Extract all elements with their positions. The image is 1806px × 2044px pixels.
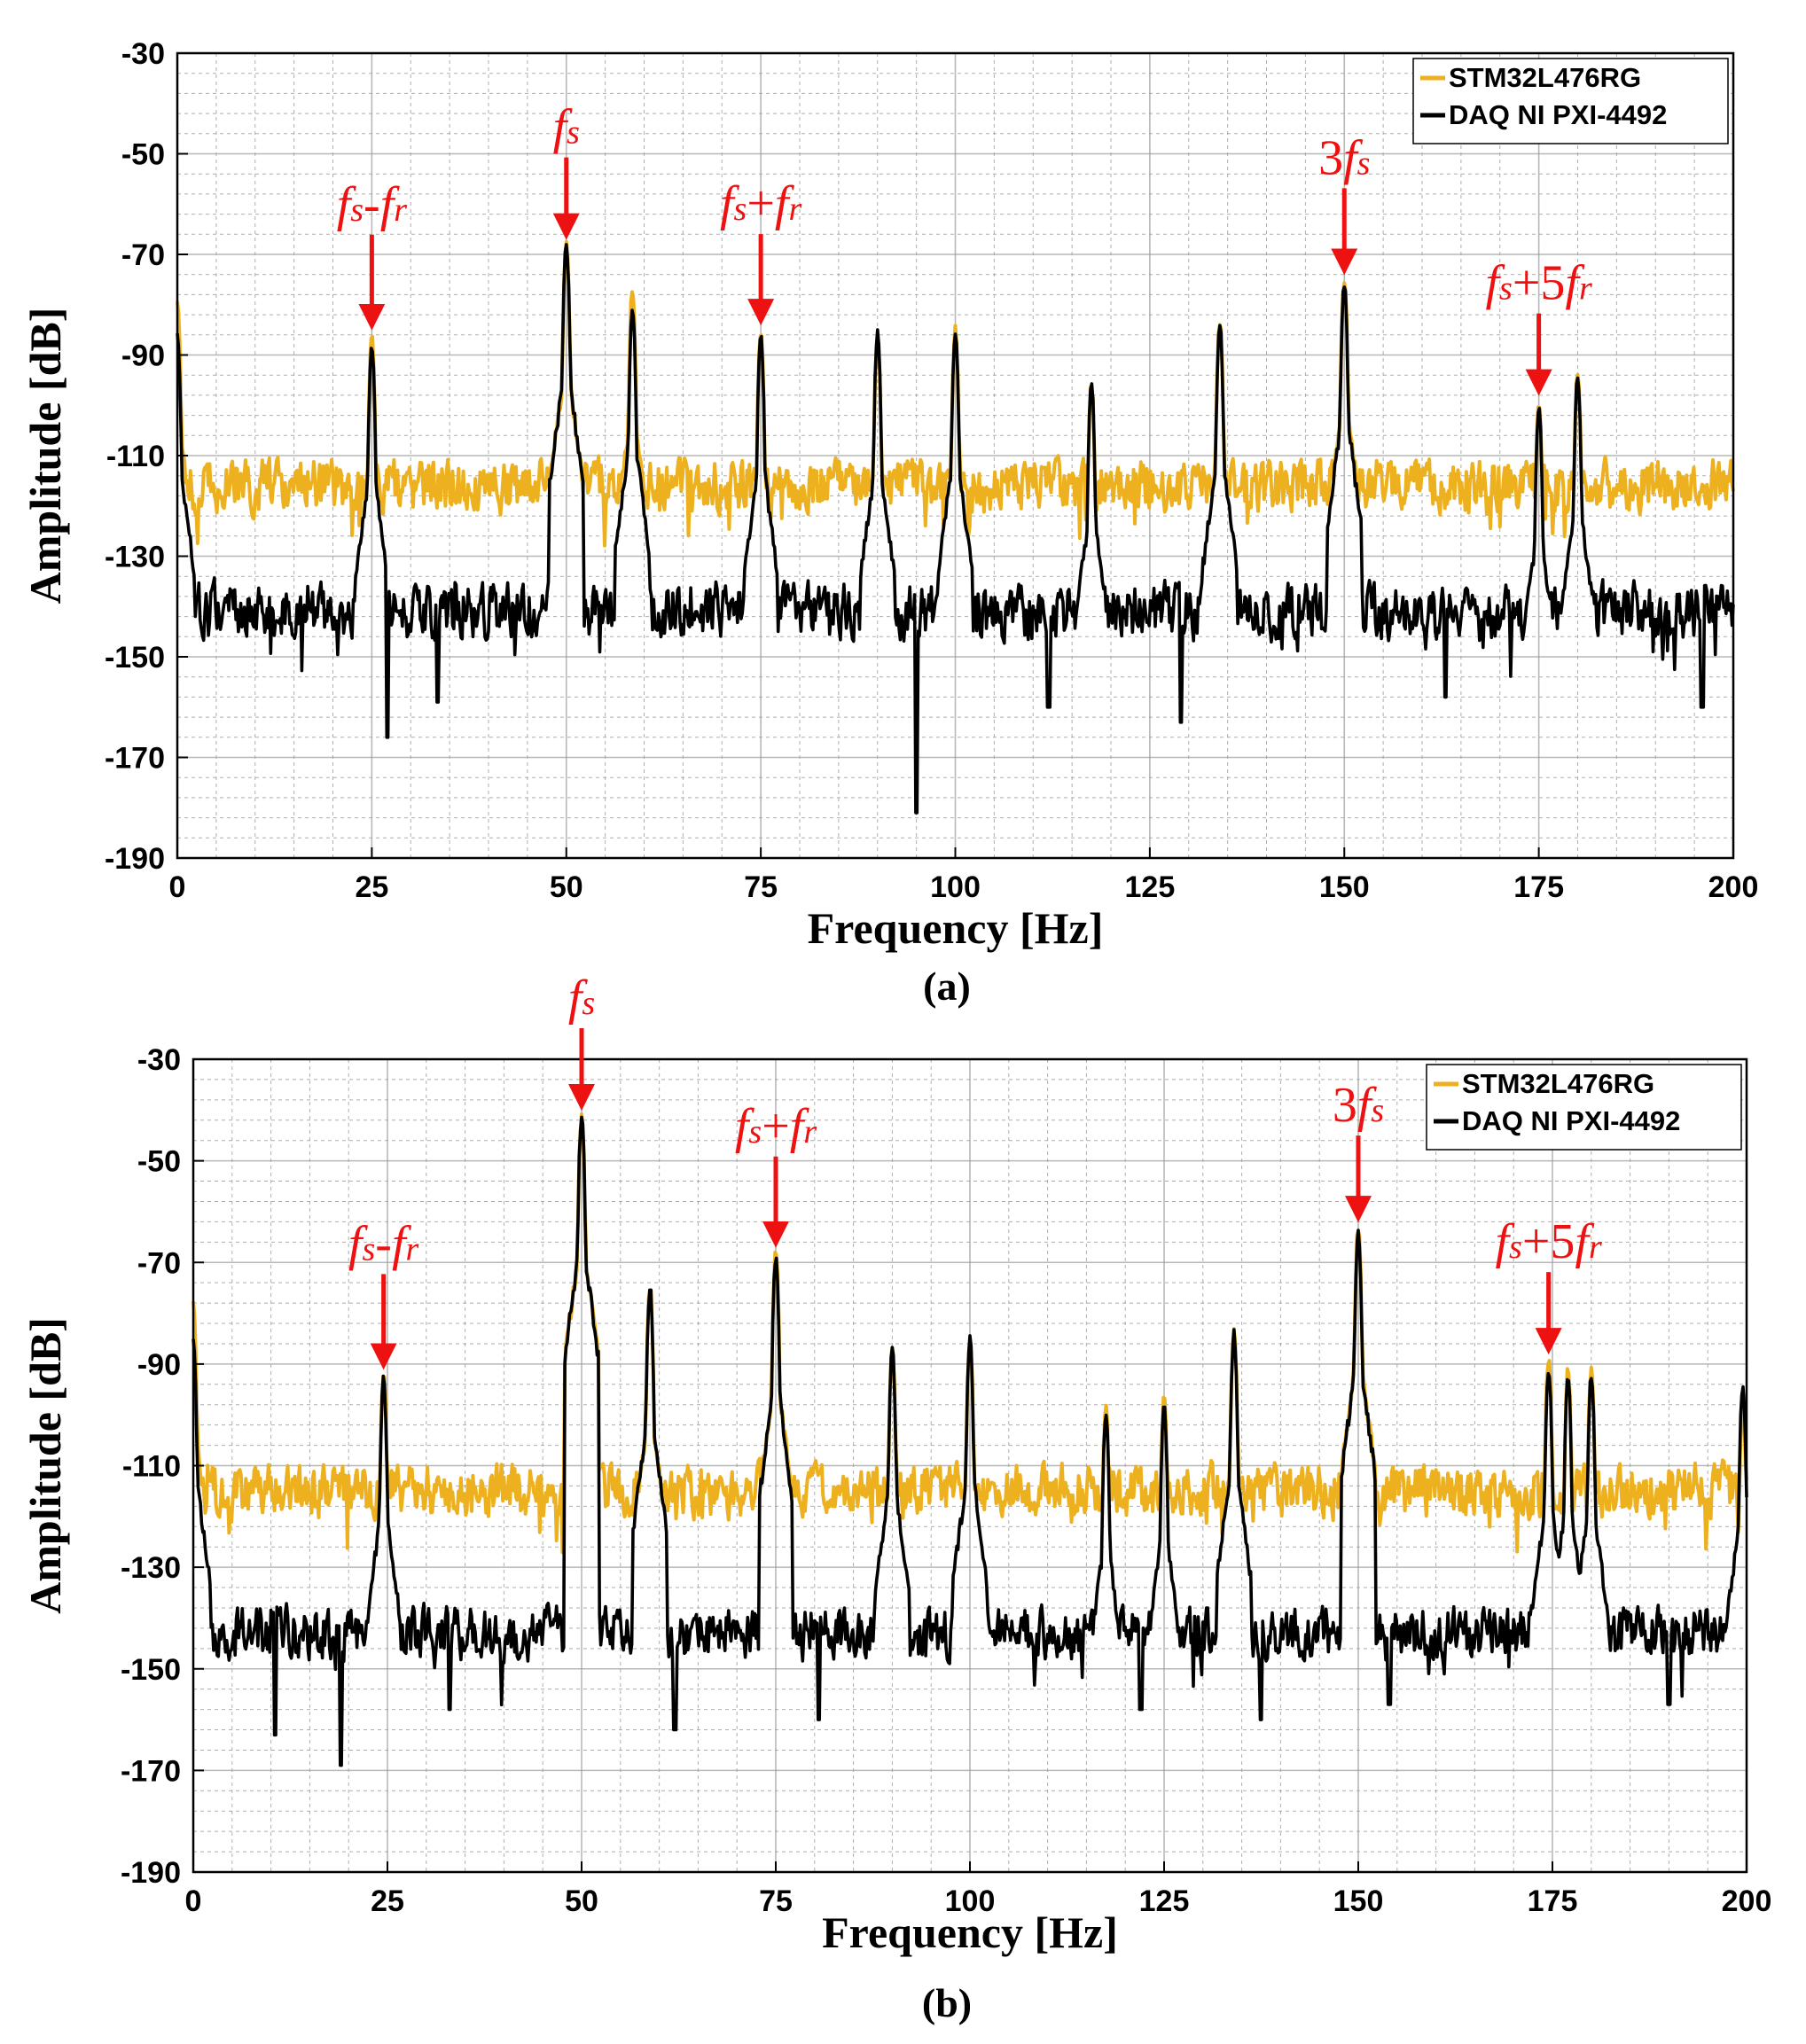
annotation-label: fs+5fr — [1495, 1214, 1602, 1269]
y-tick-label: -50 — [121, 138, 165, 172]
legend-label: DAQ NI PXI-4492 — [1449, 99, 1667, 130]
x-tick-label: 25 — [355, 870, 388, 904]
annotation-label: fs — [568, 971, 595, 1026]
x-tick-label: 0 — [185, 1884, 202, 1918]
x-tick-label: 150 — [1333, 1884, 1384, 1918]
y-tick-label: -110 — [122, 1450, 181, 1484]
panel-caption: (a) — [923, 963, 971, 1009]
annotation-label: fs+fr — [735, 1099, 817, 1154]
y-tick-label: -170 — [121, 1754, 181, 1788]
x-axis-label: Frequency [Hz] — [822, 1907, 1118, 1957]
y-tick-label: -30 — [137, 1043, 181, 1077]
y-tick-label: -70 — [137, 1246, 181, 1280]
y-tick-label: -190 — [105, 842, 165, 876]
series-line-stm32l476rg — [176, 239, 1735, 548]
x-tick-label: 200 — [1708, 870, 1759, 904]
x-tick-label: 125 — [1139, 1884, 1190, 1918]
y-tick-label: -90 — [121, 339, 165, 373]
y-tick-label: -170 — [105, 742, 165, 776]
legend-label: DAQ NI PXI-4492 — [1462, 1105, 1680, 1136]
x-tick-label: 175 — [1513, 870, 1564, 904]
y-tick-label: -130 — [105, 541, 165, 574]
legend-label: STM32L476RG — [1462, 1068, 1654, 1099]
legend-box — [1412, 58, 1729, 144]
x-tick-label: 25 — [371, 1884, 404, 1918]
annotation-label: fs+5fr — [1485, 256, 1592, 311]
annotation-label: fs — [553, 100, 580, 155]
y-tick-label: -110 — [106, 440, 165, 473]
series-line-daq-ni-pxi-4492 — [176, 243, 1735, 815]
y-tick-label: -150 — [105, 641, 165, 675]
y-axis-label: Amplitude [dB] — [20, 308, 70, 605]
x-tick-label: 50 — [550, 870, 583, 904]
annotation-label: 3fs — [1318, 130, 1370, 185]
y-tick-label: -90 — [137, 1348, 181, 1382]
x-tick-label: 0 — [169, 870, 186, 904]
x-tick-label: 75 — [744, 870, 778, 904]
grid — [192, 1058, 1747, 1873]
legend-label: STM32L476RG — [1449, 62, 1641, 93]
x-axis-label: Frequency [Hz] — [808, 903, 1104, 953]
y-tick-label: -190 — [121, 1856, 181, 1890]
y-tick-label: -70 — [121, 238, 165, 272]
annotation-label: fs-fr — [348, 1216, 419, 1271]
panel-caption: (b) — [922, 1980, 972, 2025]
x-tick-label: 175 — [1528, 1884, 1578, 1918]
y-tick-label: -50 — [137, 1145, 181, 1179]
annotation-label: fs-fr — [337, 177, 408, 232]
x-tick-label: 150 — [1319, 870, 1370, 904]
panel-b-chart: 0 25 50 75 100 125 150 175 200 -30 -50 -70 -90 -110 -1… — [20, 971, 1771, 2025]
x-tick-label: 50 — [565, 1884, 598, 1918]
series-line-daq-ni-pxi-4492 — [192, 1115, 1748, 1767]
legend: STM32L476RG DAQ NI PXI-4492 — [1426, 1064, 1742, 1151]
y-axis-label: Amplitude [dB] — [20, 1317, 70, 1614]
y-tick-label: -130 — [121, 1551, 181, 1585]
legend-box — [1426, 1064, 1742, 1151]
x-tick-label: 125 — [1125, 870, 1176, 904]
grid — [176, 52, 1734, 859]
x-tick-label: 100 — [945, 1884, 996, 1918]
x-tick-label: 200 — [1722, 1884, 1772, 1918]
x-tick-label: 100 — [930, 870, 981, 904]
panel-a-chart: 0 25 50 75 100 125 150 175 200 -30 -50 -70 -90 -110 -1… — [20, 37, 1758, 1009]
y-tick-label: -30 — [121, 37, 165, 71]
x-tick-label: 75 — [759, 1884, 793, 1918]
annotation-label: 3fs — [1333, 1078, 1384, 1133]
annotation-label: fs+fr — [720, 176, 802, 231]
y-tick-label: -150 — [121, 1653, 181, 1687]
legend: STM32L476RG DAQ NI PXI-4492 — [1412, 58, 1729, 144]
